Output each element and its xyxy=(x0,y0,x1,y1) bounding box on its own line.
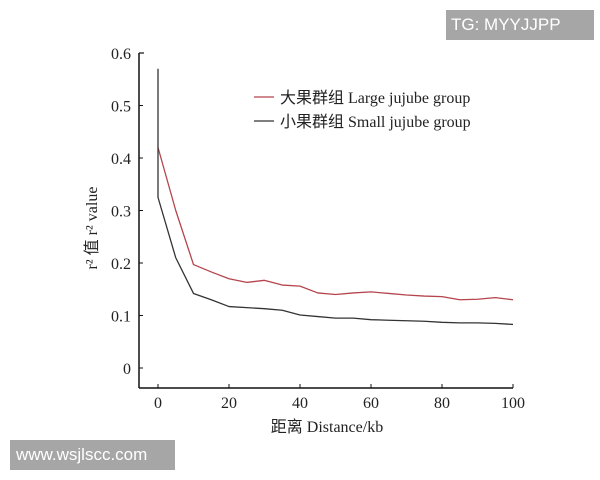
y-axis-ticks: 0 0.1 0.2 0.3 0.4 0.5 0.6 xyxy=(111,46,143,378)
x-axis-label: 距离 Distance/kb xyxy=(271,418,383,436)
x-tick-label: 60 xyxy=(363,395,379,412)
chart-legend: 大果群组 Large jujube group 小果群组 Small jujube… xyxy=(254,89,471,131)
y-tick-label: 0.5 xyxy=(111,99,131,116)
legend-label: 小果群组 Small jujube group xyxy=(280,113,471,131)
legend-label: 大果群组 Large jujube group xyxy=(280,89,470,107)
y-tick-label: 0 xyxy=(123,361,131,378)
y-tick-label: 0.2 xyxy=(111,256,131,273)
y-tick-label: 0.3 xyxy=(111,204,131,221)
y-tick-label: 0.1 xyxy=(111,309,131,326)
x-tick-label: 20 xyxy=(221,395,237,412)
x-tick-label: 40 xyxy=(292,395,308,412)
x-tick-label: 80 xyxy=(434,395,450,412)
y-axis-label: r² 值 r² value xyxy=(83,187,101,270)
series-line-1 xyxy=(157,68,514,326)
x-axis-ticks: 0 20 40 60 80 100 xyxy=(154,384,525,412)
x-tick-label: 100 xyxy=(501,395,525,412)
chart-series xyxy=(157,68,514,326)
series-line-0 xyxy=(157,147,514,301)
y-tick-label: 0.4 xyxy=(111,151,131,168)
y-tick-label: 0.6 xyxy=(111,46,131,63)
x-tick-label: 0 xyxy=(154,395,162,412)
watermark-top-right: TG: MYYJJPP xyxy=(446,10,594,40)
watermark-bottom-left: www.wsjlscc.com xyxy=(10,440,175,470)
